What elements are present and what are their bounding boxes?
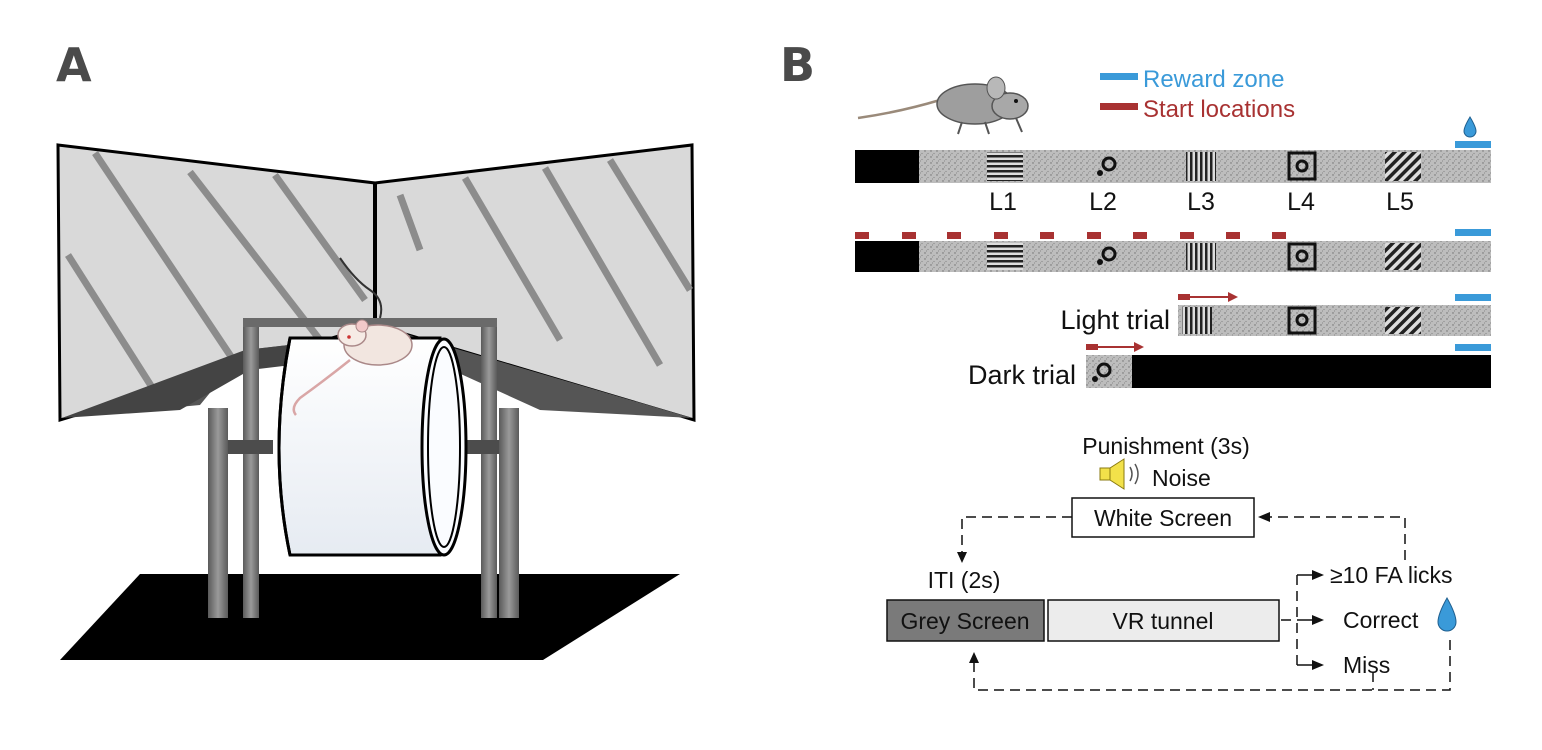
dark-trial-track <box>1086 342 1491 388</box>
return-to-grey-connector <box>973 640 1451 691</box>
mouse-illustration <box>857 76 1029 135</box>
grey-screen-box <box>886 599 1045 642</box>
white-screen-label: White Screen <box>1094 505 1232 531</box>
legend: Reward zone Start locations <box>1100 66 1295 123</box>
white-to-iti-connector <box>961 516 1072 555</box>
landmark-label-L4: L4 <box>1287 188 1315 216</box>
landmark-label-L2: L2 <box>1089 188 1117 216</box>
track-start-locations <box>855 241 1491 272</box>
grey-screen-label: Grey Screen <box>900 608 1029 634</box>
vr-tunnel-box <box>1047 599 1280 642</box>
screen-floor-shadow <box>62 325 692 418</box>
landmark-label-L3: L3 <box>1187 188 1215 216</box>
panel-b-label: B <box>780 38 816 92</box>
correct-label: Correct <box>1343 607 1419 633</box>
start-location-markers <box>855 232 1286 239</box>
reward-zone-marker-1 <box>1455 141 1491 148</box>
track-full <box>855 150 1491 183</box>
landmark-L3-pattern <box>1186 152 1216 181</box>
screen-stripes <box>65 151 693 394</box>
water-drop-icon <box>1463 116 1477 138</box>
speaker-icon <box>1099 458 1139 490</box>
mouse-on-wheel <box>292 257 413 416</box>
dark-trial-label: Dark trial <box>968 360 1076 390</box>
reward-zone-label: Reward zone <box>1143 66 1284 93</box>
outcome-branch-connector <box>1281 575 1298 665</box>
fa-licks-label: ≥10 FA licks <box>1330 562 1453 588</box>
start-locations-swatch <box>1100 103 1138 110</box>
fa-to-white-connector <box>1262 516 1406 560</box>
running-wheel <box>277 336 468 557</box>
landmark-labels: L1 L2 L3 L4 L5 <box>989 188 1414 216</box>
miss-label: Miss <box>1343 652 1390 678</box>
wheel-stand <box>208 318 519 618</box>
punishment-label: Punishment (3s) <box>1082 433 1249 459</box>
iti-label: ITI (2s) <box>928 567 1001 593</box>
noise-label: Noise <box>1152 465 1211 491</box>
correct-water-drop-icon <box>1437 596 1457 632</box>
landmark-label-L5: L5 <box>1386 188 1414 216</box>
vr-tunnel-label: VR tunnel <box>1112 608 1213 634</box>
landmark-L5-pattern <box>1385 152 1421 181</box>
landmark-L2-pattern <box>1097 156 1117 176</box>
vr-rig-illustration <box>56 143 696 660</box>
reward-zone-swatch <box>1100 73 1138 80</box>
start-locations-label: Start locations <box>1143 96 1295 123</box>
landmark-label-L1: L1 <box>989 188 1017 216</box>
flow-diagram: Punishment (3s) Noise White Screen ITI (… <box>886 433 1457 691</box>
light-trial-label: Light trial <box>1060 305 1170 335</box>
panel-a-label: A <box>56 38 92 92</box>
landmark-L1-pattern <box>987 152 1023 181</box>
floor-plate <box>60 574 680 660</box>
light-trial-track <box>1178 292 1491 336</box>
white-screen-box <box>1071 497 1255 538</box>
reward-zone-marker-2 <box>1455 229 1491 236</box>
landmark-L4-pattern <box>1287 151 1317 181</box>
